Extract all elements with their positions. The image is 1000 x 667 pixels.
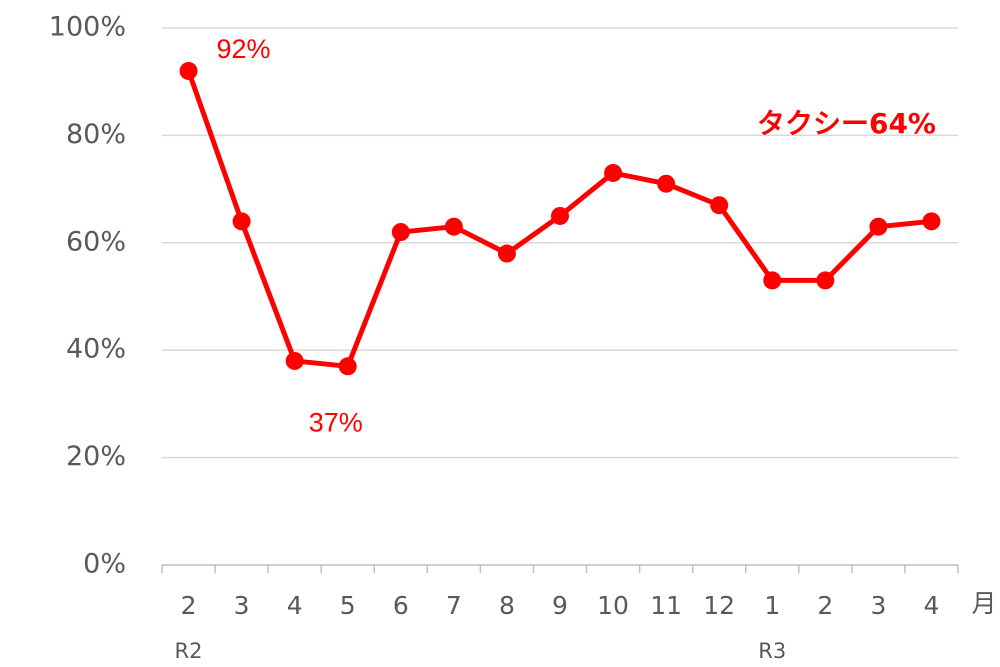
y-tick-label: 40% xyxy=(66,334,126,365)
y-tick-label: 100% xyxy=(49,12,126,43)
marker xyxy=(869,217,888,236)
marker xyxy=(551,206,569,225)
x-tick-label: 2 xyxy=(817,591,833,620)
series-annotation: タクシー64% xyxy=(757,107,936,140)
year-label: R3 xyxy=(758,639,786,663)
marker xyxy=(497,244,516,263)
marker xyxy=(391,223,410,242)
marker xyxy=(444,217,463,236)
x-tick-label: 9 xyxy=(552,591,568,620)
marker xyxy=(657,174,676,193)
value-label: 92% xyxy=(217,34,271,64)
x-tick-label: 4 xyxy=(924,591,940,620)
series-name: タクシー xyxy=(757,107,869,140)
x-tick-label: 7 xyxy=(446,591,462,620)
x-tick-label: 3 xyxy=(870,591,886,620)
x-tick-label: 2 xyxy=(181,591,197,620)
marker xyxy=(232,212,251,231)
marker xyxy=(179,61,198,80)
x-tick-label: 8 xyxy=(499,591,515,620)
y-tick-label: 60% xyxy=(66,226,126,257)
marker xyxy=(763,271,782,290)
y-tick-label: 0% xyxy=(83,549,126,580)
marker xyxy=(338,357,357,376)
x-tick-label: 6 xyxy=(393,591,409,620)
marker xyxy=(922,212,941,231)
value-label: 37% xyxy=(309,407,363,437)
x-tick-label: 10 xyxy=(597,591,629,620)
marker xyxy=(604,163,623,182)
x-axis-label: 月 xyxy=(971,589,996,618)
y-tick-label: 20% xyxy=(66,441,126,472)
marker xyxy=(710,196,729,215)
marker xyxy=(285,351,304,370)
value-label: 64% xyxy=(869,107,936,140)
marker xyxy=(816,271,835,290)
x-tick-label: 11 xyxy=(650,591,682,620)
x-tick-label: 5 xyxy=(340,591,356,620)
x-tick-label: 1 xyxy=(764,591,780,620)
x-tick-label: 4 xyxy=(287,591,303,620)
x-tick-label: 3 xyxy=(234,591,250,620)
y-tick-label: 80% xyxy=(66,119,126,150)
x-tick-label: 12 xyxy=(703,591,735,620)
year-label: R2 xyxy=(175,639,203,663)
